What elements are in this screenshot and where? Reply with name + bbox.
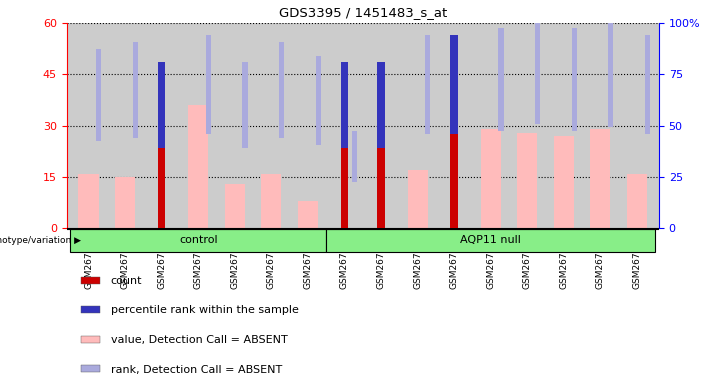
Bar	[627, 174, 647, 228]
Bar	[407, 170, 428, 228]
Bar	[81, 366, 100, 372]
Bar	[188, 105, 208, 228]
Bar	[81, 336, 100, 343]
Bar	[158, 122, 165, 228]
Bar	[315, 56, 321, 145]
Bar	[206, 35, 211, 134]
Text: rank, Detection Call = ABSENT: rank, Detection Call = ABSENT	[111, 364, 282, 374]
Bar	[377, 122, 385, 228]
Bar	[426, 35, 430, 134]
Bar	[590, 129, 611, 228]
Bar	[79, 174, 99, 228]
Bar	[279, 42, 284, 138]
Bar	[554, 136, 574, 228]
Bar	[132, 42, 138, 138]
Bar	[115, 177, 135, 228]
Text: value, Detection Call = ABSENT: value, Detection Call = ABSENT	[111, 335, 287, 345]
Bar	[341, 98, 348, 228]
Bar	[571, 28, 577, 131]
Bar	[498, 28, 503, 131]
Text: percentile rank within the sample: percentile rank within the sample	[111, 305, 299, 315]
Bar	[517, 132, 538, 228]
Bar	[158, 63, 165, 148]
Text: AQP11 null: AQP11 null	[461, 235, 521, 245]
Bar	[341, 63, 348, 148]
Bar	[645, 35, 650, 134]
Bar	[377, 63, 385, 148]
Title: GDS3395 / 1451483_s_at: GDS3395 / 1451483_s_at	[278, 6, 447, 19]
Bar	[243, 63, 247, 148]
Bar	[225, 184, 245, 228]
Bar	[535, 15, 540, 124]
Bar	[481, 129, 501, 228]
Bar	[450, 35, 458, 134]
Bar	[70, 229, 326, 252]
Text: count: count	[111, 276, 142, 286]
Bar	[96, 49, 102, 141]
Bar	[261, 174, 281, 228]
Bar	[81, 277, 100, 284]
Bar	[298, 201, 318, 228]
Bar	[326, 229, 655, 252]
Bar	[608, 22, 613, 127]
Bar	[450, 95, 458, 228]
Text: control: control	[179, 235, 217, 245]
Bar	[352, 131, 358, 182]
Text: genotype/variation ▶: genotype/variation ▶	[0, 236, 81, 245]
Bar	[81, 306, 100, 313]
